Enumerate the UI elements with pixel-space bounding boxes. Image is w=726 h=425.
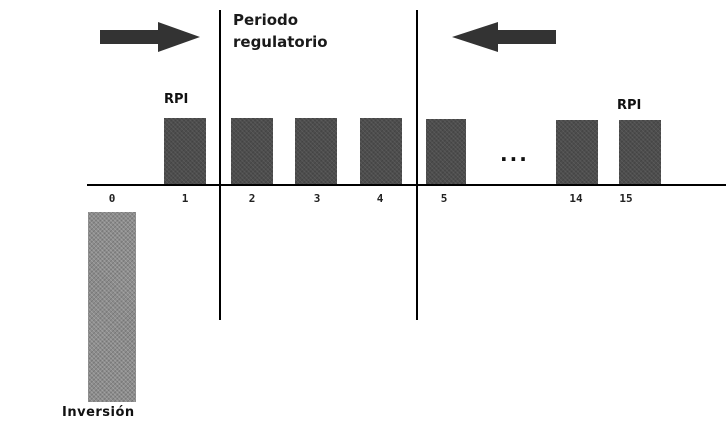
cashflow-bar-1: [164, 118, 206, 184]
left-arrow-icon: [452, 22, 556, 52]
tick-15: 15: [619, 192, 633, 205]
investment-label: Inversión: [62, 405, 135, 420]
period-line-2: regulatorio: [233, 33, 328, 51]
cashflow-bar-4: [360, 118, 402, 184]
period-end-line: [416, 10, 418, 320]
rpi-label-right: RPI: [617, 98, 642, 113]
timeline-axis: [87, 184, 726, 186]
cashflow-bar-5: [426, 119, 466, 184]
period-line-1: Periodo: [233, 11, 299, 29]
investment-bar: [88, 212, 136, 402]
cashflow-bar-2: [231, 118, 273, 184]
period-start-line: [219, 10, 221, 320]
cashflow-bar-3: [295, 118, 337, 184]
tick-2: 2: [248, 192, 256, 205]
tick-3: 3: [313, 192, 321, 205]
ellipsis: ...: [500, 142, 529, 166]
right-arrow-icon: [100, 22, 200, 52]
cashflow-bar-15: [619, 120, 661, 184]
rpi-label-left: RPI: [164, 92, 189, 107]
regulatory-period-label: Periodo regulatorio: [233, 9, 328, 53]
tick-0: 0: [108, 192, 116, 205]
tick-4: 4: [376, 192, 384, 205]
tick-5: 5: [440, 192, 448, 205]
cashflow-bar-14: [556, 120, 598, 184]
tick-14: 14: [569, 192, 583, 205]
tick-1: 1: [181, 192, 189, 205]
